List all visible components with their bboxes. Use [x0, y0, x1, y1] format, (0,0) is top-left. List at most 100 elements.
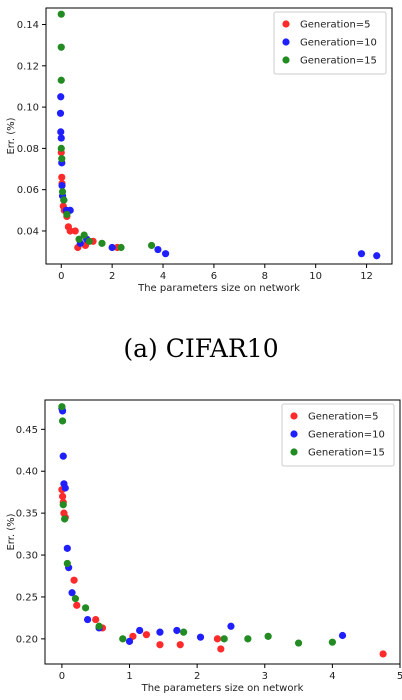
legend-label: Generation=15: [300, 56, 377, 67]
data-point-series-1: [71, 227, 79, 235]
legend-marker: [282, 20, 290, 28]
legend-marker: [290, 448, 298, 456]
legend-label: Generation=5: [308, 412, 379, 423]
data-point-series-1: [66, 227, 74, 235]
data-point-series-3: [60, 196, 68, 204]
data-point-series-3: [57, 10, 65, 18]
data-point-series-2: [156, 628, 164, 636]
chart-cifar10-svg: 0 2 4 6 8 10 12 0.04 0.06 0.08 0.10 0.12 0.14 The par…: [6, 7, 393, 294]
data-point-series-3: [58, 155, 66, 163]
data-point-series-3: [294, 639, 303, 647]
data-point-series-2: [196, 633, 205, 641]
y-tick-label: 0.20: [16, 634, 38, 645]
legend-label: Generation=5: [300, 20, 371, 31]
data-point-series-3: [98, 239, 106, 247]
x-tick-label: 4: [329, 671, 335, 682]
legend-marker: [290, 412, 298, 420]
data-point-series-2: [68, 589, 76, 597]
data-point-series-3: [63, 559, 71, 568]
data-point-series-2: [357, 250, 366, 258]
data-point-series-2: [125, 637, 134, 645]
data-point-series-2: [57, 93, 65, 101]
data-point-series-1: [58, 173, 66, 181]
data-point-series-1: [73, 601, 81, 609]
data-point-series-2: [59, 452, 67, 460]
data-point-series-3: [81, 604, 90, 612]
y-tick-label: 0.40: [16, 467, 38, 478]
data-point-series-3: [57, 144, 65, 152]
x-tick-label: 4: [160, 271, 166, 282]
legend-marker: [282, 56, 290, 64]
data-point-series-3: [58, 188, 67, 196]
x-tick-label: 0: [59, 671, 65, 682]
y-tick-label: 0.06: [17, 185, 39, 196]
data-point-series-3: [117, 243, 125, 252]
y-axis-label: Err. (%): [6, 513, 17, 550]
figure-caption: (a) CIFAR10: [123, 334, 279, 363]
data-point-series-3: [328, 638, 336, 646]
data-point-series-3: [147, 241, 156, 250]
data-point-series-1: [217, 645, 225, 653]
data-point-series-1: [70, 576, 78, 584]
data-point-series-1: [142, 631, 151, 639]
data-point-series-2: [108, 243, 116, 252]
chart-second: 0 1 2 3 4 5 0.20 0.25 0.30 0.35 0.40 0.45 The parame…: [0, 392, 402, 700]
x-axis-label: The parameters size on network: [141, 683, 304, 694]
data-point-series-3: [85, 237, 93, 245]
y-tick-label: 0.12: [17, 61, 39, 72]
data-point-series-2: [227, 622, 235, 630]
data-point-series-2: [56, 109, 65, 117]
x-tick-label: 12: [360, 271, 373, 282]
x-tick-label: 3: [262, 671, 268, 682]
data-point-series-2: [57, 134, 65, 142]
x-tick-label: 2: [194, 671, 200, 682]
data-point-series-2: [173, 626, 181, 635]
y-tick-label: 0.45: [16, 425, 38, 436]
legend-box: [281, 403, 395, 467]
data-point-series-3: [80, 231, 88, 239]
data-point-series-2: [373, 252, 381, 260]
x-tick-label: 10: [309, 271, 322, 282]
y-axis-label: Err. (%): [6, 117, 17, 154]
data-point-series-3: [63, 210, 71, 219]
data-point-series-1: [156, 641, 164, 649]
y-tick-label: 0.25: [16, 592, 38, 603]
legend-label: Generation=10: [308, 430, 385, 441]
data-point-series-3: [264, 632, 272, 640]
data-point-series-2: [154, 245, 162, 254]
plot-frame: [45, 7, 393, 265]
data-point-series-3: [57, 43, 65, 51]
x-axis-label: The parameters size on network: [137, 283, 300, 294]
y-tick-label: 0.08: [17, 144, 39, 155]
y-tick-label: 0.04: [17, 226, 39, 237]
data-point-series-2: [84, 615, 92, 624]
plot-frame: [44, 399, 401, 665]
data-point-series-3: [244, 635, 252, 643]
legend-label: Generation=15: [308, 448, 385, 459]
data-point-series-1: [92, 615, 100, 624]
data-point-series-3: [75, 235, 83, 243]
x-tick-label: 5: [397, 671, 402, 682]
data-point-series-3: [61, 515, 69, 523]
legend-marker: [282, 38, 290, 46]
data-point-series-3: [180, 628, 188, 636]
data-point-series-3: [57, 76, 65, 84]
data-point-series-2: [338, 631, 347, 640]
data-point-series-3: [95, 622, 103, 630]
data-point-series-3: [58, 403, 66, 411]
x-tick-label: 0: [58, 271, 64, 282]
y-tick-label: 0.10: [17, 103, 39, 114]
legend-marker: [290, 430, 298, 438]
data-point-series-1: [379, 650, 387, 658]
data-point-series-2: [136, 626, 144, 635]
x-tick-label: 1: [126, 671, 132, 682]
x-tick-label: 6: [211, 271, 217, 282]
data-point-series-1: [213, 635, 222, 643]
data-point-series-1: [176, 641, 184, 649]
chart-cifar10: 0 2 4 6 8 10 12 0.04 0.06 0.08 0.10 0.12 0.14 The par…: [0, 0, 402, 305]
data-point-series-2: [57, 128, 65, 136]
data-point-series-3: [71, 595, 80, 603]
legend-box: [273, 11, 387, 75]
data-point-series-3: [220, 635, 228, 643]
legend-label: Generation=10: [300, 38, 377, 49]
